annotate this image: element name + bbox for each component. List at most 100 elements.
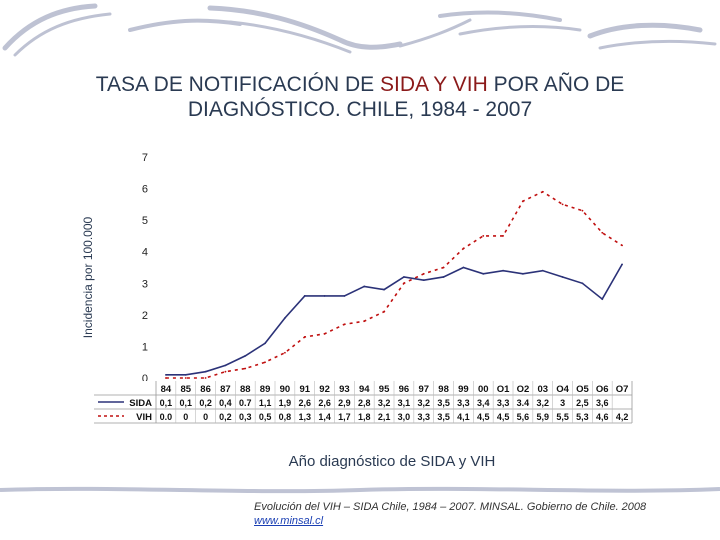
y-tick-label: 4 xyxy=(142,247,148,259)
data-point-sida xyxy=(363,285,366,288)
data-label-sida: 3,2 xyxy=(417,398,430,408)
data-point-vih xyxy=(284,351,286,354)
y-tick-label: 3 xyxy=(142,278,148,290)
data-point-vih xyxy=(601,231,604,234)
data-label-sida: 3,2 xyxy=(536,398,549,408)
x-tick-label: 90 xyxy=(280,384,291,395)
x-tick-label: 97 xyxy=(418,384,429,395)
x-tick-label: O1 xyxy=(497,384,510,395)
data-point-vih xyxy=(442,266,445,269)
x-tick-label: 87 xyxy=(220,384,231,395)
data-label-vih: 0,5 xyxy=(259,412,272,422)
y-tick-label: 5 xyxy=(142,215,148,227)
data-label-vih: 5,3 xyxy=(576,412,589,422)
data-label-vih: 5,6 xyxy=(517,412,530,422)
x-tick-label: O2 xyxy=(517,384,530,395)
data-point-vih xyxy=(581,209,584,212)
x-tick-label: O5 xyxy=(576,384,589,395)
data-label-vih: 4,1 xyxy=(457,412,470,422)
chart-title: TASA DE NOTIFICACIÓN DE SIDA Y VIH POR A… xyxy=(40,72,680,122)
data-label-vih: 0,3 xyxy=(239,412,252,422)
x-tick-label: 03 xyxy=(537,384,548,395)
data-point-sida xyxy=(165,373,167,376)
x-tick-label: 94 xyxy=(359,384,370,395)
data-label-vih: 0.0 xyxy=(160,412,173,422)
data-label-vih: 5,9 xyxy=(536,412,549,422)
data-point-sida xyxy=(264,342,266,345)
data-label-sida: 2,9 xyxy=(338,398,351,408)
data-point-vih xyxy=(522,200,524,203)
series-line-sida xyxy=(165,263,623,376)
title-part2: POR AÑO DE xyxy=(487,73,625,96)
x-axis-label: Año diagnóstico de SIDA y VIH xyxy=(289,453,496,470)
data-point-sida xyxy=(541,269,544,272)
data-point-sida xyxy=(184,373,187,376)
x-tick-label: 85 xyxy=(180,384,191,395)
series-line-vih xyxy=(165,190,623,379)
data-label-vih: 4,2 xyxy=(616,412,629,422)
data-point-vih xyxy=(244,367,247,370)
data-point-vih xyxy=(323,332,326,335)
data-point-sida xyxy=(343,295,346,297)
data-point-sida xyxy=(442,276,445,278)
data-label-vih: 1,7 xyxy=(338,412,351,422)
data-point-vih xyxy=(303,336,306,338)
data-label-vih: 5,5 xyxy=(556,412,569,422)
caption-text: Evolución del VIH – SIDA Chile, 1984 – 2… xyxy=(254,501,647,513)
x-tick-label: 92 xyxy=(319,384,330,395)
x-tick-label: O4 xyxy=(556,384,569,395)
data-point-vih xyxy=(343,323,346,326)
data-point-sida xyxy=(383,288,385,291)
data-label-vih: 1,4 xyxy=(318,412,331,422)
data-point-vih xyxy=(204,377,207,379)
data-table xyxy=(94,381,632,423)
plot-area xyxy=(156,157,632,378)
caption-link[interactable]: www.minsal.cl xyxy=(254,515,324,527)
data-label-sida: 3.4 xyxy=(517,398,530,408)
y-tick-label: 7 xyxy=(142,152,148,164)
data-point-sida xyxy=(462,266,465,269)
x-tick-label: 95 xyxy=(379,384,390,395)
y-tick-label: 6 xyxy=(142,184,148,196)
x-tick-label: O7 xyxy=(616,384,629,395)
data-label-vih: 0,8 xyxy=(279,412,292,422)
data-label-vih: 3,5 xyxy=(437,412,450,422)
y-tick-label: 1 xyxy=(142,341,148,353)
data-label-sida: 0,1 xyxy=(160,398,173,408)
data-point-vih xyxy=(264,361,266,364)
legend-label-sida: SIDA xyxy=(129,398,152,409)
data-label-sida: 0,4 xyxy=(219,398,232,408)
x-tick-label: 98 xyxy=(438,384,449,395)
x-tick-label: O6 xyxy=(596,384,609,395)
data-point-sida xyxy=(621,263,623,266)
data-label-sida: 3,2 xyxy=(378,398,391,408)
x-tick-label: 86 xyxy=(200,384,211,395)
data-point-sida xyxy=(323,295,326,297)
data-point-vih xyxy=(561,203,564,206)
source-caption: Evolución del VIH – SIDA Chile, 1984 – 2… xyxy=(254,500,646,528)
data-point-sida xyxy=(561,276,564,278)
data-label-sida: 0,1 xyxy=(179,398,192,408)
data-point-vih xyxy=(422,272,425,275)
data-label-sida: 3,6 xyxy=(596,398,609,408)
data-label-sida: 3,3 xyxy=(497,398,510,408)
data-label-sida: 1,9 xyxy=(279,398,292,408)
data-label-vih: 4,5 xyxy=(497,412,510,422)
data-point-sida xyxy=(482,272,485,275)
data-label-vih: 0,2 xyxy=(219,412,232,422)
title-line2: DIAGNÓSTICO. CHILE, 1984 - 2007 xyxy=(187,98,533,121)
x-tick-label: 88 xyxy=(240,384,251,395)
x-tick-label: 99 xyxy=(458,384,469,395)
data-point-sida xyxy=(224,364,227,367)
data-label-sida: 3,4 xyxy=(477,398,490,408)
x-tick-label: 89 xyxy=(260,384,271,395)
y-tick-label: 2 xyxy=(142,310,148,322)
data-point-sida xyxy=(244,355,247,357)
data-point-sida xyxy=(581,282,584,285)
data-point-sida xyxy=(422,279,425,282)
data-label-sida: 3,1 xyxy=(398,398,411,408)
data-point-vih xyxy=(165,377,167,379)
y-axis-label: Incidencia por 100.000 xyxy=(81,216,95,338)
data-point-vih xyxy=(541,190,544,193)
data-point-sida xyxy=(303,295,306,297)
